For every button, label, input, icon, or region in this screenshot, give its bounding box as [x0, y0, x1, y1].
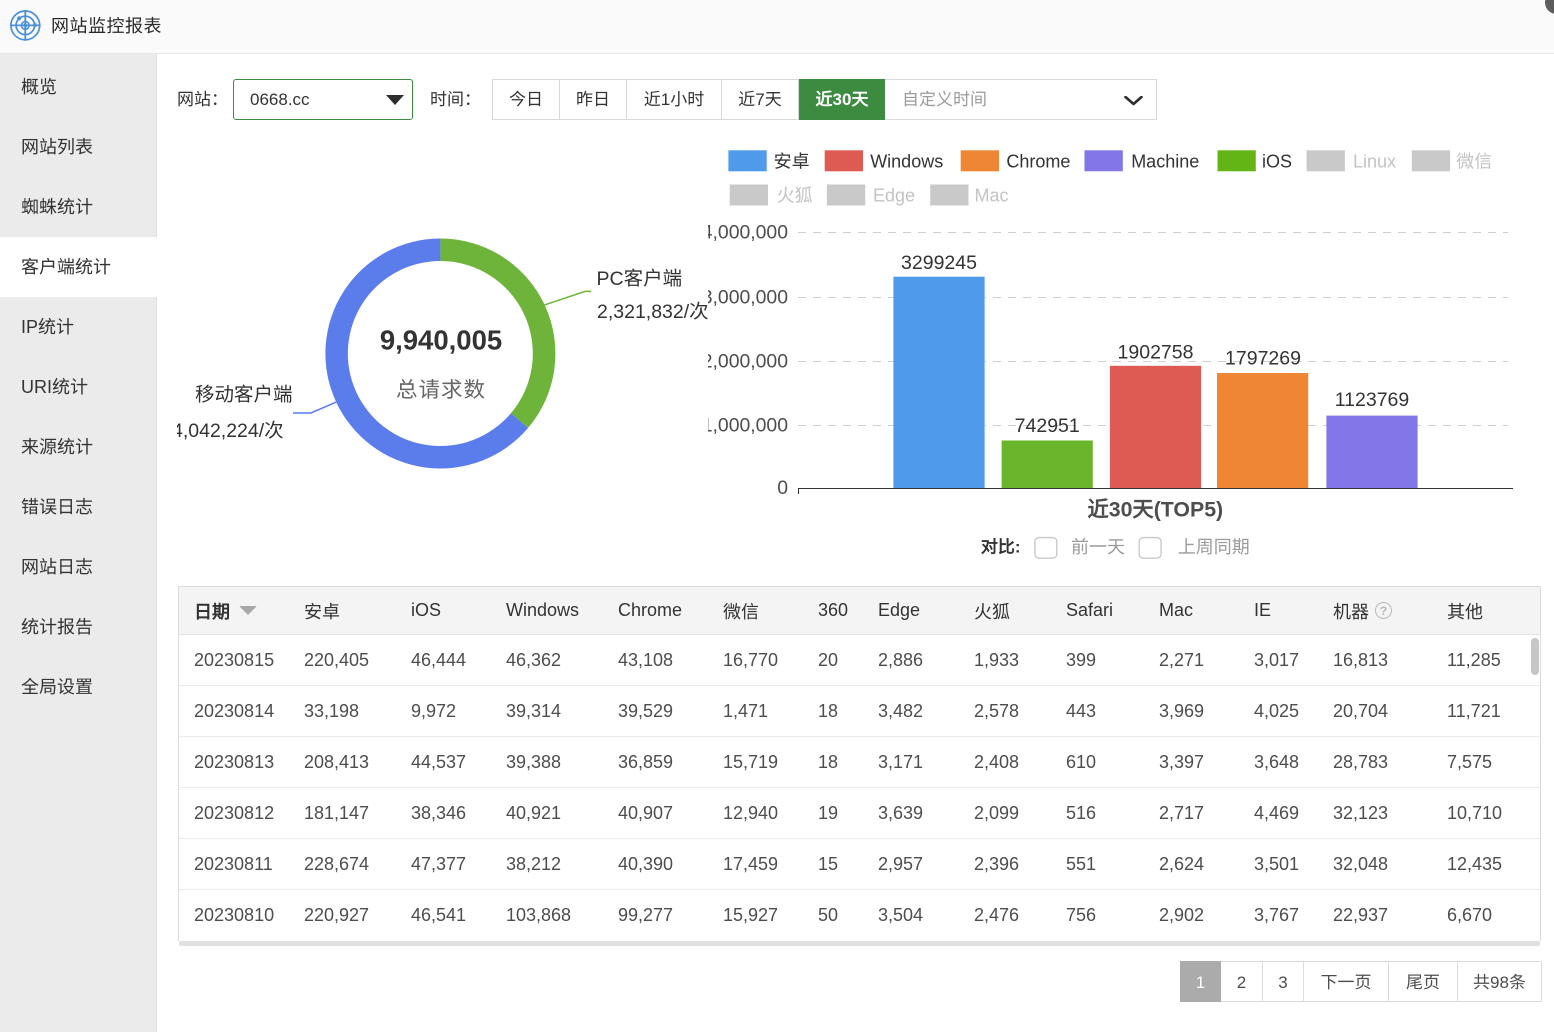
svg-text:微信: 微信	[1456, 151, 1492, 171]
svg-text:9,940,005: 9,940,005	[380, 325, 502, 356]
svg-text:1123769: 1123769	[1335, 389, 1409, 411]
svg-text:0: 0	[777, 477, 788, 499]
svg-text:1902758: 1902758	[1118, 341, 1194, 363]
svg-text:Edge: Edge	[873, 186, 915, 206]
svg-text:前一天: 前一天	[1071, 537, 1125, 557]
svg-text:iOS: iOS	[1262, 151, 1292, 171]
svg-text:总请求数: 总请求数	[396, 378, 486, 402]
svg-text:Machine: Machine	[1131, 151, 1199, 171]
svg-text:安卓: 安卓	[774, 151, 810, 171]
svg-text:3299245: 3299245	[901, 252, 977, 274]
svg-text:1,000,000: 1,000,000	[708, 415, 788, 437]
svg-text:4,042,224/次: 4,042,224/次	[177, 420, 284, 442]
svg-text:上周同期: 上周同期	[1178, 537, 1250, 557]
svg-text:3,000,000: 3,000,000	[708, 287, 788, 309]
svg-text:对比:: 对比:	[981, 538, 1021, 557]
svg-text:移动客户端: 移动客户端	[195, 384, 293, 406]
svg-text:742951: 742951	[1015, 415, 1080, 437]
svg-text:1797269: 1797269	[1225, 347, 1301, 369]
svg-text:2,000,000: 2,000,000	[708, 351, 788, 373]
svg-text:Mac: Mac	[975, 186, 1009, 206]
svg-text:近30天(TOP5): 近30天(TOP5)	[1087, 498, 1223, 522]
svg-text:火狐: 火狐	[777, 186, 813, 206]
svg-text:PC客户端: PC客户端	[597, 268, 683, 290]
svg-text:Windows: Windows	[870, 151, 943, 171]
svg-text:Linux: Linux	[1353, 151, 1396, 171]
svg-text:4,000,000: 4,000,000	[708, 222, 788, 244]
svg-text:Chrome: Chrome	[1006, 151, 1070, 171]
svg-text:2,321,832/次: 2,321,832/次	[597, 301, 709, 323]
